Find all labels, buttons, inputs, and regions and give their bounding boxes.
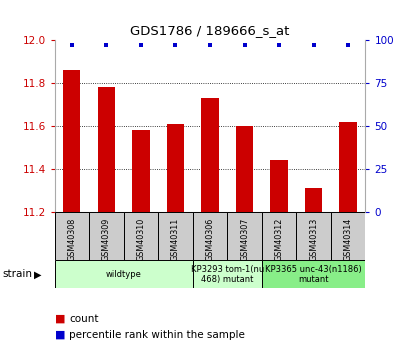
Text: strain: strain (2, 269, 32, 279)
Bar (305, 188, 322, 212)
Bar (297, 212, 331, 260)
Text: KP3365 unc-43(n1186)
mutant: KP3365 unc-43(n1186) mutant (265, 265, 362, 284)
Text: GSM40312: GSM40312 (275, 218, 284, 262)
Text: GSM40311: GSM40311 (171, 218, 180, 261)
Text: GSM40313: GSM40313 (309, 218, 318, 261)
Text: GSM40307: GSM40307 (240, 218, 249, 262)
Bar (89, 212, 123, 260)
Bar (262, 260, 365, 288)
Text: ■: ■ (55, 314, 65, 324)
Text: GSM40309: GSM40309 (102, 218, 111, 262)
Text: ▶: ▶ (34, 269, 42, 279)
Text: GSM40306: GSM40306 (205, 218, 215, 261)
Text: wildtype: wildtype (106, 270, 142, 279)
Bar (123, 212, 158, 260)
Bar (158, 212, 193, 260)
Bar (339, 122, 357, 212)
Bar (236, 126, 253, 212)
Bar (55, 260, 193, 288)
Bar (55, 212, 89, 260)
Bar (193, 260, 262, 288)
Text: GSM40314: GSM40314 (344, 218, 353, 261)
Text: count: count (69, 314, 99, 324)
Text: percentile rank within the sample: percentile rank within the sample (69, 330, 245, 339)
Bar (227, 212, 262, 260)
Text: GSM40310: GSM40310 (136, 218, 145, 261)
Text: ■: ■ (55, 330, 65, 339)
Bar (63, 70, 81, 212)
Bar (201, 98, 219, 212)
Text: KP3293 tom-1(nu
468) mutant: KP3293 tom-1(nu 468) mutant (191, 265, 264, 284)
Bar (193, 212, 227, 260)
Title: GDS1786 / 189666_s_at: GDS1786 / 189666_s_at (130, 24, 290, 37)
Bar (331, 212, 365, 260)
Bar (132, 130, 150, 212)
Bar (167, 124, 184, 212)
Text: GSM40308: GSM40308 (67, 218, 76, 261)
Bar (262, 212, 297, 260)
Bar (270, 160, 288, 212)
Bar (98, 87, 115, 212)
